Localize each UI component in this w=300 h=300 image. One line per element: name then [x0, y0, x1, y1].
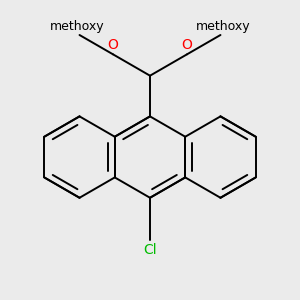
- Text: O: O: [108, 38, 118, 52]
- Text: Cl: Cl: [143, 243, 157, 257]
- Text: O: O: [182, 38, 192, 52]
- Text: methoxy: methoxy: [50, 20, 104, 33]
- Text: methoxy: methoxy: [196, 20, 250, 33]
